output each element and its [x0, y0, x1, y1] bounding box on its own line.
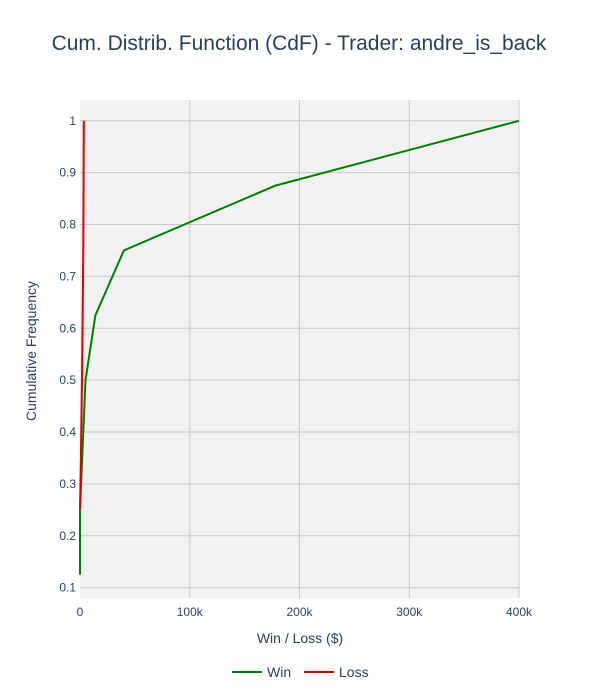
- y-tick-label: 0.2: [59, 529, 76, 543]
- y-tick-label: 0.7: [59, 269, 76, 283]
- x-tick-label: 200k: [286, 605, 313, 619]
- y-tick-label: 0.1: [59, 581, 76, 595]
- y-tick-label: 0.4: [59, 425, 76, 439]
- series-line-loss: [79, 120, 85, 510]
- y-axis-title: Cumulative Frequency: [23, 281, 39, 421]
- y-tick-label: 0.6: [59, 321, 76, 335]
- legend[interactable]: Win Loss: [232, 664, 369, 680]
- y-tick-label: 0.8: [59, 218, 76, 232]
- legend-label-loss: Loss: [339, 664, 369, 680]
- legend-label-win: Win: [267, 664, 291, 680]
- legend-item-win[interactable]: Win: [232, 664, 291, 680]
- y-tick-label: 0.9: [59, 166, 76, 180]
- x-tick-label: 100k: [177, 605, 204, 619]
- x-tick-label: 300k: [396, 605, 423, 619]
- chart-title: Cum. Distrib. Function (CdF) - Trader: a…: [52, 32, 547, 55]
- x-axis-title: Win / Loss ($): [257, 630, 343, 646]
- grid-layer: [80, 100, 520, 598]
- legend-item-loss[interactable]: Loss: [304, 664, 369, 680]
- series-layer: [79, 119, 520, 575]
- y-tick-label: 0.3: [59, 477, 76, 491]
- x-tick-label: 400k: [506, 605, 533, 619]
- x-tick-label: 0: [77, 605, 84, 619]
- tick-label-layer: 0 100k 200k 300k 400k 0.1 0.2 0.3 0.4 0.5 0.6 0.7 0.…: [59, 114, 533, 619]
- y-tick-label: 0.5: [59, 373, 76, 387]
- y-tick-label: 1: [69, 114, 76, 128]
